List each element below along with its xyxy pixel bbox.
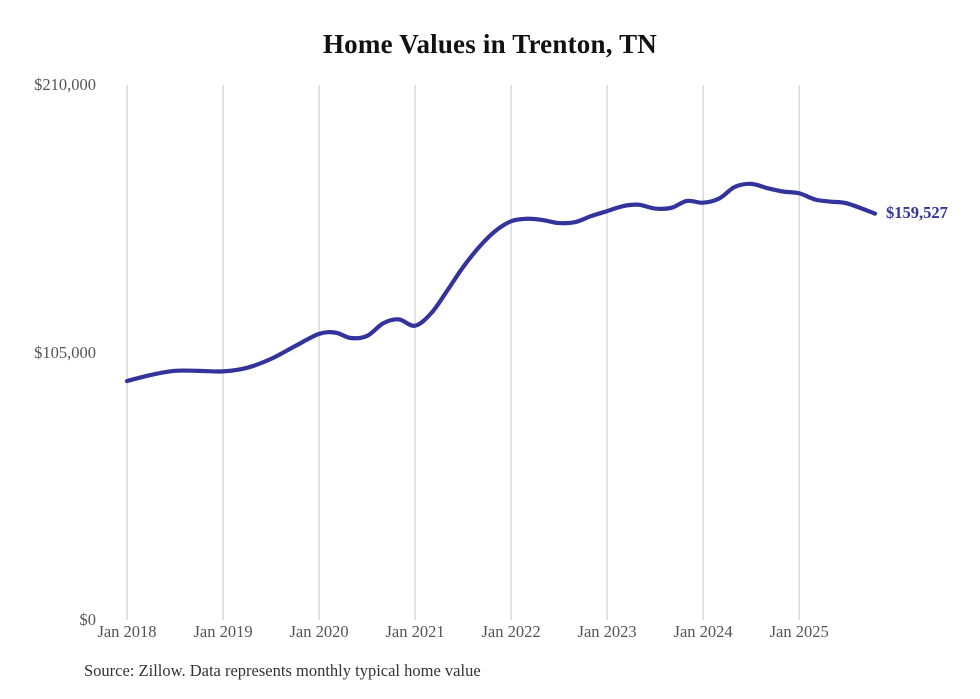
y-axis-tick-105000: $105,000	[34, 342, 96, 362]
page-title: Home Values in Trenton, TN	[322, 29, 658, 59]
y-axis-tick-210000: $210,000	[34, 75, 96, 94]
x-axis-tick-jan-2021: Jan 2021	[385, 622, 445, 641]
x-axis-tick-jan-2019: Jan 2019	[193, 622, 253, 641]
x-axis-tick-jan-2025: Jan 2025	[769, 622, 829, 641]
home-value-line	[124, 181, 878, 384]
y-axis-tick-0: $0	[79, 610, 97, 629]
x-axis-tick-jan-2020: Jan 2020	[289, 622, 349, 641]
x-axis-tick-jan-2024: Jan 2024	[673, 622, 733, 641]
x-axis-tick-jan-2018: Jan 2018	[97, 622, 157, 641]
vertical-gridlines	[126, 85, 800, 620]
source-note: Source: Zillow. Data represents monthly …	[84, 661, 481, 680]
x-axis-tick-jan-2022: Jan 2022	[481, 622, 541, 641]
end-value-label: $159,527	[886, 202, 948, 222]
x-axis-tick-jan-2023: Jan 2023	[577, 622, 637, 641]
